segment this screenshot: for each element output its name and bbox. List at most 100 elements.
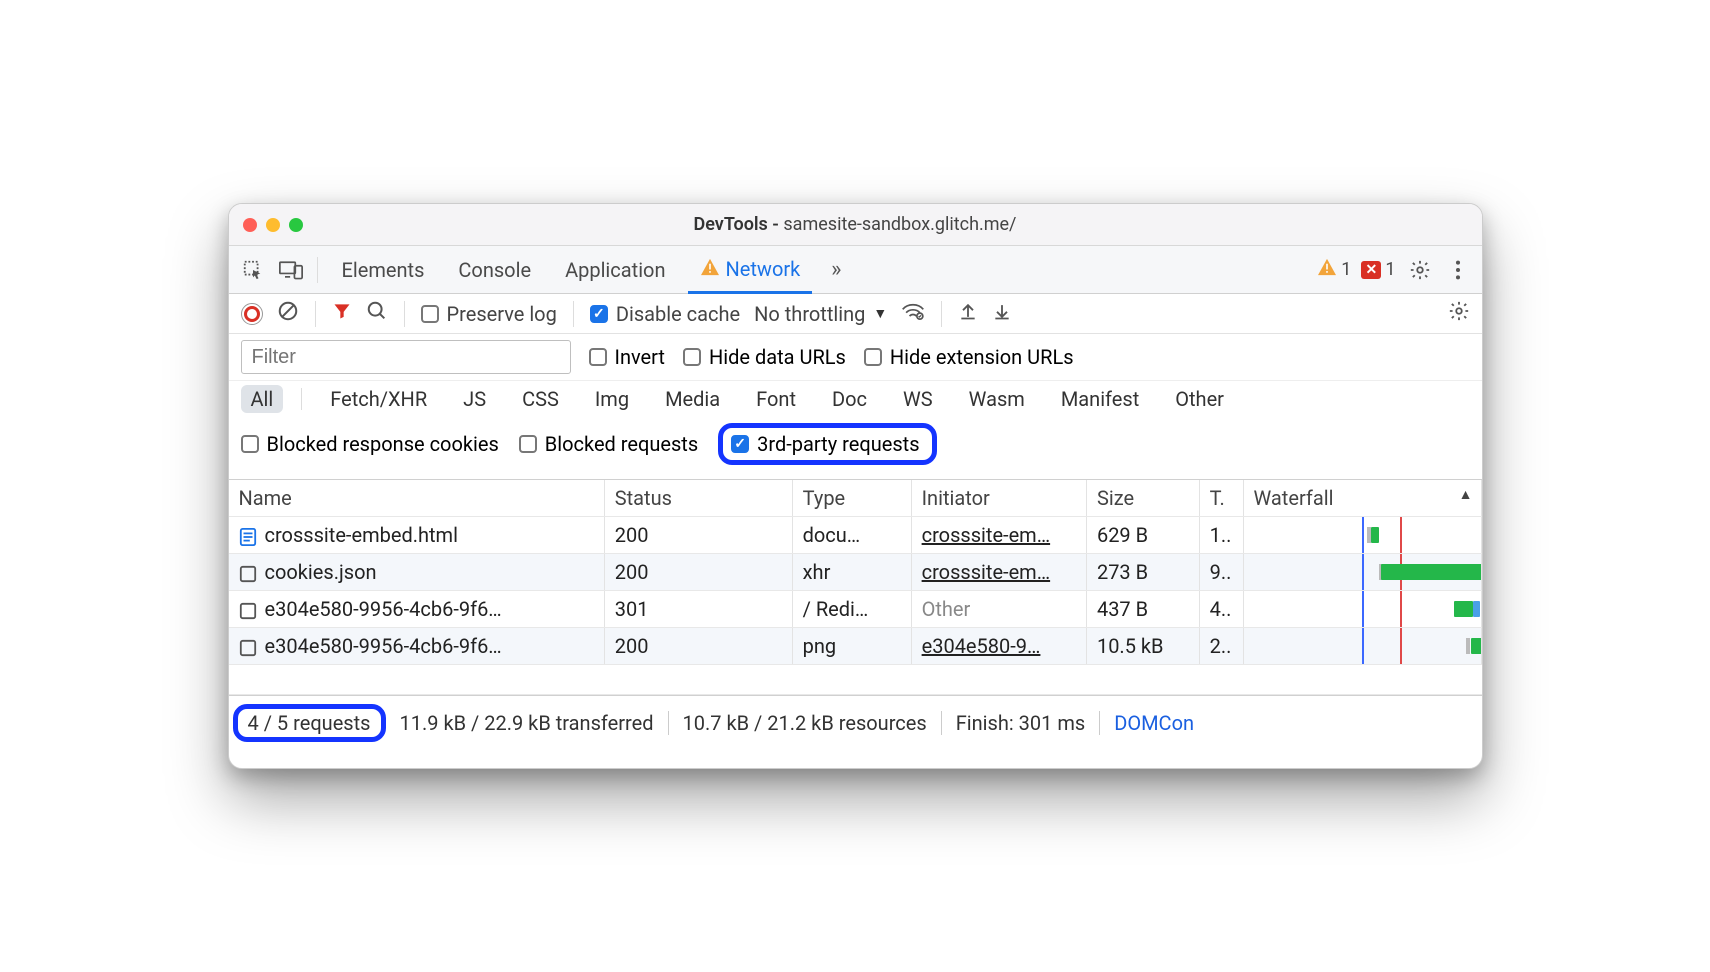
col-waterfall[interactable]: Waterfall▲ (1243, 480, 1481, 517)
window-title-host: samesite-sandbox.glitch.me/ (783, 214, 1016, 235)
file-icon (239, 639, 257, 657)
initiator-other: Other (922, 597, 971, 621)
invert-checkbox[interactable]: Invert (589, 345, 665, 369)
type-filter-manifest[interactable]: Manifest (1051, 385, 1149, 413)
error-icon: ✕ (1361, 261, 1381, 279)
device-toggle-icon[interactable] (277, 256, 305, 284)
type-filter-css[interactable]: CSS (512, 385, 569, 413)
network-settings-icon[interactable] (1448, 300, 1470, 327)
errors-badge[interactable]: ✕ 1 (1361, 259, 1395, 280)
cell-waterfall (1243, 591, 1481, 628)
tab-application[interactable]: Application (553, 246, 677, 293)
throttling-select[interactable]: No throttling ▼ (754, 302, 887, 326)
type-filter-ws[interactable]: WS (893, 385, 943, 413)
col-status[interactable]: Status (604, 480, 792, 517)
inspect-icon[interactable] (239, 256, 267, 284)
type-filter-doc[interactable]: Doc (822, 385, 877, 413)
window-title: DevTools - samesite-sandbox.glitch.me/ (229, 214, 1482, 235)
col-time[interactable]: T. (1199, 480, 1243, 517)
chevron-down-icon: ▼ (873, 305, 887, 322)
type-filter-wasm[interactable]: Wasm (959, 385, 1035, 413)
blocked-cookies-checkbox[interactable]: Blocked response cookies (241, 432, 499, 456)
preserve-log-checkbox[interactable]: Preserve log (421, 302, 557, 326)
type-filter-all[interactable]: All (241, 385, 284, 413)
kebab-menu-icon[interactable] (1444, 256, 1472, 284)
sort-asc-icon: ▲ (1459, 486, 1473, 503)
hide-data-urls-checkbox[interactable]: Hide data URLs (683, 345, 846, 369)
warning-icon (700, 257, 720, 281)
initiator-link[interactable]: crosssite-em… (922, 523, 1051, 547)
filter-input[interactable] (241, 340, 571, 374)
hide-extension-urls-checkbox[interactable]: Hide extension URLs (864, 345, 1074, 369)
cell-waterfall (1243, 554, 1481, 591)
table-row[interactable]: e304e580-9956-4cb6-9f6…301/ Redi…Other43… (229, 591, 1482, 628)
table-row[interactable]: cookies.json200xhrcrosssite-em…273 B9.. (229, 554, 1482, 591)
window-title-prefix: DevTools (694, 214, 768, 235)
requests-count: 4 / 5 requests (248, 711, 371, 735)
window-controls (243, 218, 303, 232)
initiator-link[interactable]: e304e580-9… (922, 634, 1041, 658)
filter-row: Invert Hide data URLs Hide extension URL… (229, 334, 1482, 381)
cell-waterfall (1243, 517, 1481, 554)
download-har-icon[interactable] (992, 300, 1012, 327)
file-icon (239, 528, 257, 546)
type-filter-font[interactable]: Font (746, 385, 806, 413)
file-icon (239, 602, 257, 620)
disable-cache-checkbox[interactable]: ✓Disable cache (590, 302, 740, 326)
record-button[interactable] (241, 303, 263, 325)
settings-icon[interactable] (1406, 256, 1434, 284)
cell-type: xhr (792, 554, 911, 591)
type-filter-fetchxhr[interactable]: Fetch/XHR (320, 385, 437, 413)
type-filter-js[interactable]: JS (453, 385, 496, 413)
cell-time: 2.. (1199, 628, 1243, 665)
tab-elements[interactable]: Elements (330, 246, 437, 293)
type-filter-other[interactable]: Other (1165, 385, 1234, 413)
cell-status: 200 (604, 554, 792, 591)
minimize-window-button[interactable] (266, 218, 280, 232)
cell-type: png (792, 628, 911, 665)
initiator-link[interactable]: crosssite-em… (922, 560, 1051, 584)
titlebar: DevTools - samesite-sandbox.glitch.me/ (229, 204, 1482, 246)
extra-filter-row: Blocked response cookies Blocked request… (229, 419, 1482, 480)
cell-type: / Redi… (792, 591, 911, 628)
type-filter-media[interactable]: Media (655, 385, 730, 413)
cell-time: 4.. (1199, 591, 1243, 628)
maximize-window-button[interactable] (289, 218, 303, 232)
tab-network[interactable]: Network (688, 247, 813, 294)
filter-toggle-icon[interactable] (332, 301, 352, 326)
clear-button[interactable] (277, 300, 299, 327)
search-icon[interactable] (366, 300, 388, 327)
cell-initiator: crosssite-em… (911, 517, 1086, 554)
cell-status: 200 (604, 517, 792, 554)
cell-time: 9.. (1199, 554, 1243, 591)
cell-time: 1.. (1199, 517, 1243, 554)
cell-name: e304e580-9956-4cb6-9f6… (229, 628, 605, 665)
table-row[interactable]: crosssite-embed.html200docu…crosssite-em… (229, 517, 1482, 554)
cell-initiator: crosssite-em… (911, 554, 1086, 591)
tab-console[interactable]: Console (446, 246, 543, 293)
transferred-size: 11.9 kB / 22.9 kB transferred (386, 711, 668, 735)
warnings-badge[interactable]: 1 (1317, 258, 1351, 281)
cell-status: 301 (604, 591, 792, 628)
third-party-checkbox[interactable]: ✓3rd-party requests (731, 432, 919, 456)
warning-icon (1317, 258, 1337, 281)
devtools-window: DevTools - samesite-sandbox.glitch.me/ E… (228, 203, 1483, 769)
more-tabs-icon[interactable]: » (822, 256, 850, 284)
col-name[interactable]: Name (229, 480, 605, 517)
domcontent-label: DOMCon (1100, 711, 1208, 735)
col-size[interactable]: Size (1086, 480, 1199, 517)
network-conditions-icon[interactable] (901, 301, 925, 326)
cell-name: cookies.json (229, 554, 605, 591)
blocked-requests-checkbox[interactable]: Blocked requests (519, 432, 698, 456)
upload-har-icon[interactable] (958, 300, 978, 327)
cell-status: 200 (604, 628, 792, 665)
col-initiator[interactable]: Initiator (911, 480, 1086, 517)
requests-count-highlight: 4 / 5 requests (233, 704, 386, 742)
cell-waterfall (1243, 628, 1481, 665)
type-filter-img[interactable]: Img (585, 385, 639, 413)
col-type[interactable]: Type (792, 480, 911, 517)
table-row[interactable]: e304e580-9956-4cb6-9f6…200png e304e580-9…… (229, 628, 1482, 665)
cell-initiator: Other (911, 591, 1086, 628)
cell-size: 437 B (1086, 591, 1199, 628)
close-window-button[interactable] (243, 218, 257, 232)
